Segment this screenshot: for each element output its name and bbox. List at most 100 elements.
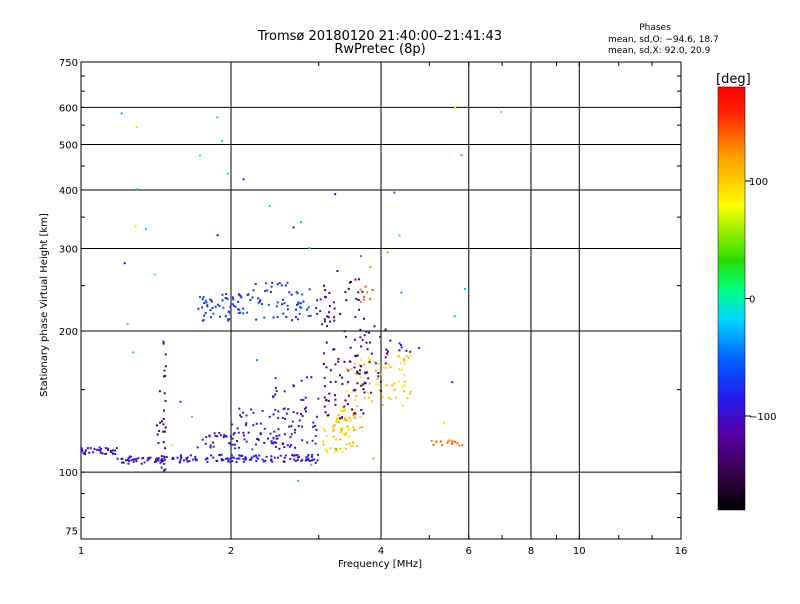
data-point — [188, 460, 191, 463]
data-point — [359, 415, 362, 418]
data-point — [301, 414, 304, 417]
data-point — [298, 306, 301, 309]
data-point — [432, 443, 435, 446]
data-point — [210, 300, 213, 303]
data-point — [255, 318, 258, 321]
data-point — [294, 460, 297, 463]
data-point — [135, 125, 138, 128]
data-point — [226, 298, 229, 301]
data-point — [344, 419, 347, 422]
data-point — [185, 457, 188, 460]
data-point — [345, 432, 348, 435]
data-point — [121, 457, 124, 460]
data-point — [255, 422, 258, 425]
data-point — [134, 225, 137, 228]
data-point — [333, 348, 336, 351]
data-point — [380, 373, 383, 376]
data-point — [116, 457, 119, 460]
data-point — [252, 424, 255, 427]
data-point — [256, 437, 259, 440]
data-point — [292, 226, 295, 229]
data-point — [354, 316, 357, 319]
data-point — [88, 451, 91, 454]
data-point — [393, 388, 396, 391]
data-point — [310, 455, 313, 458]
data-point — [321, 440, 324, 443]
data-point — [206, 457, 209, 460]
data-point — [144, 227, 147, 230]
data-point — [350, 391, 353, 394]
data-point — [161, 459, 164, 462]
data-point — [206, 460, 209, 463]
data-point — [401, 404, 404, 407]
data-point — [274, 386, 277, 389]
data-point — [156, 433, 159, 436]
data-point — [263, 316, 266, 319]
data-point — [281, 443, 284, 446]
data-point — [163, 430, 166, 433]
data-point — [209, 309, 212, 312]
data-point — [171, 443, 174, 446]
data-point — [397, 355, 400, 358]
data-point — [237, 293, 240, 296]
data-point — [244, 456, 247, 459]
data-point — [341, 376, 344, 379]
data-point — [319, 298, 322, 301]
data-point — [360, 358, 363, 361]
data-point — [354, 399, 357, 402]
data-point — [322, 443, 325, 446]
data-point — [277, 416, 280, 419]
data-point — [283, 302, 286, 305]
chart-title-line2: RwPretec (8p) — [334, 42, 425, 57]
data-point — [237, 312, 240, 315]
data-point — [342, 406, 345, 409]
data-point — [82, 452, 85, 455]
data-point — [158, 429, 161, 432]
data-point — [147, 458, 150, 461]
data-point — [276, 456, 279, 459]
data-point — [265, 455, 268, 458]
data-point — [341, 450, 344, 453]
y-tick-label: 75 — [65, 527, 78, 538]
data-point — [232, 456, 235, 459]
data-point — [111, 452, 114, 455]
data-point — [439, 440, 442, 443]
data-point — [327, 316, 330, 319]
data-point — [261, 409, 264, 412]
data-point — [220, 459, 223, 462]
data-point — [259, 433, 262, 436]
data-point — [367, 377, 370, 380]
data-point — [343, 432, 346, 435]
data-point — [282, 460, 285, 463]
data-point — [127, 457, 130, 460]
data-point — [354, 388, 357, 391]
y-tick-label: 200 — [59, 327, 78, 338]
data-point — [388, 396, 391, 399]
data-point — [441, 444, 444, 447]
data-point — [391, 384, 394, 387]
data-point — [229, 461, 232, 464]
data-point — [294, 308, 297, 311]
data-point — [357, 291, 360, 294]
data-point — [186, 456, 189, 459]
data-point — [275, 390, 278, 393]
data-point — [356, 354, 359, 357]
data-point — [366, 371, 369, 374]
data-point — [135, 460, 138, 463]
data-point — [316, 312, 319, 315]
data-point — [384, 356, 387, 359]
data-point — [304, 410, 307, 413]
data-point — [354, 412, 357, 415]
data-point — [261, 458, 264, 461]
data-point — [128, 459, 131, 462]
data-point — [352, 389, 355, 392]
data-point — [362, 317, 365, 320]
stats-heading: Phases — [639, 23, 671, 33]
data-point — [375, 362, 378, 365]
data-point — [263, 427, 266, 430]
data-point — [233, 443, 236, 446]
data-point — [364, 372, 367, 375]
data-point — [336, 270, 339, 273]
data-point — [210, 454, 213, 457]
data-point — [297, 301, 300, 304]
